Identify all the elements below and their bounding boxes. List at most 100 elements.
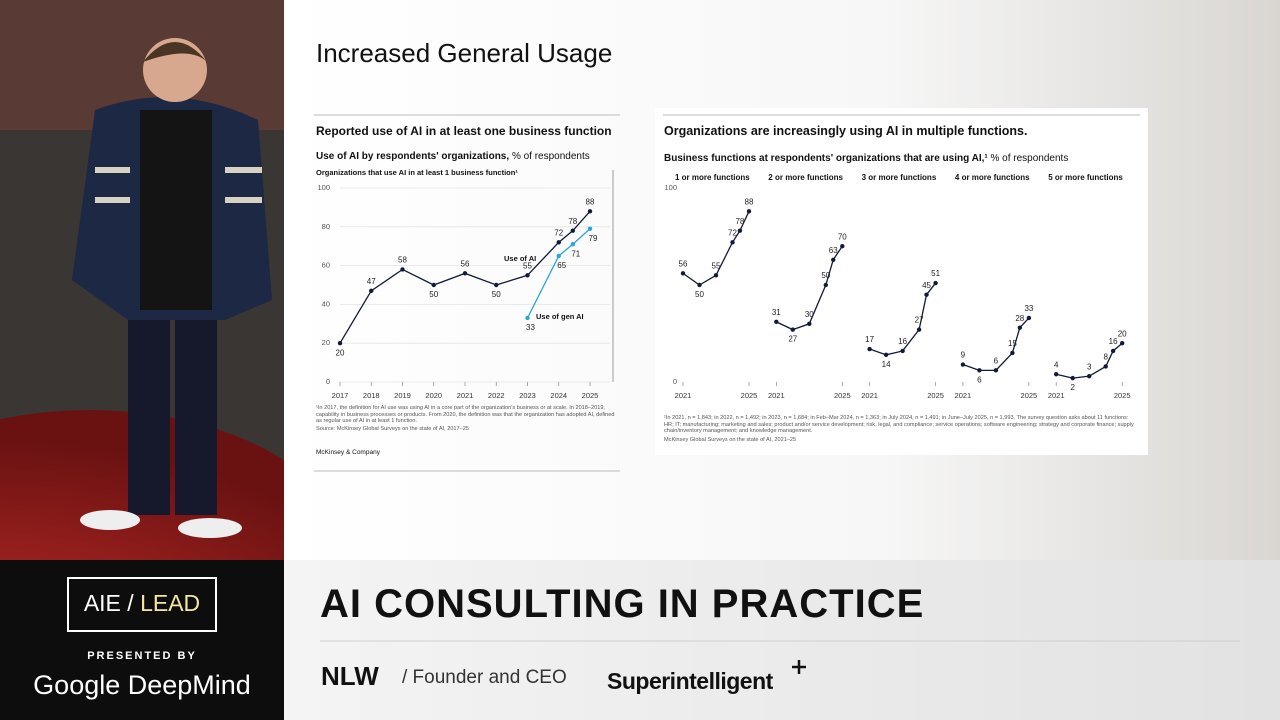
sponsor: Google DeepMind — [33, 670, 251, 700]
data-label: 20 — [1118, 329, 1127, 338]
data-point — [556, 253, 561, 259]
data-label: 27 — [915, 316, 924, 325]
data-label: 65 — [557, 261, 566, 270]
data-point — [900, 348, 905, 354]
x-tick-label: 2019 — [394, 391, 411, 400]
data-label: 58 — [398, 256, 407, 265]
data-label: 33 — [526, 323, 535, 332]
unit: % of respondents — [511, 151, 590, 162]
y-tick-label: 100 — [317, 183, 330, 192]
chart-title: 1 or more functions — [675, 173, 750, 182]
data-point — [1070, 375, 1075, 381]
data-point — [713, 273, 719, 278]
data-label: 50 — [429, 290, 438, 299]
x-tick-label: 2025 — [1114, 391, 1131, 400]
series-line — [962, 317, 1030, 372]
data-point — [1054, 372, 1059, 377]
data-label: 78 — [735, 217, 744, 226]
data-label: 4 — [1054, 360, 1059, 369]
data-label: 31 — [772, 308, 781, 317]
data-point — [730, 240, 735, 245]
data-point — [400, 267, 405, 272]
data-point — [1103, 364, 1108, 369]
lower-third — [284, 560, 1280, 720]
data-label: 79 — [589, 234, 598, 243]
data-point — [867, 346, 872, 352]
data-label: 88 — [745, 197, 754, 206]
x-tick-label: 2022 — [488, 391, 505, 400]
series-label: Use of AI — [504, 254, 536, 263]
chart-title: 5 or more functions — [1048, 173, 1123, 182]
data-label: 55 — [523, 261, 532, 270]
series-line — [526, 228, 591, 319]
x-tick-label: 2021 — [675, 391, 692, 400]
x-tick-label: 2021 — [955, 391, 972, 400]
series-line — [776, 245, 843, 331]
data-point — [697, 282, 702, 288]
x-tick-label: 2025 — [834, 391, 851, 400]
data-label: 55 — [712, 261, 721, 270]
data-point — [924, 292, 929, 297]
talk-title: AI CONSULTING IN PRACTICE — [320, 582, 925, 626]
data-point — [1110, 348, 1116, 354]
data-point — [977, 368, 982, 373]
data-point — [933, 280, 938, 286]
x-tick-label: 2017 — [332, 391, 349, 400]
data-point — [587, 209, 593, 214]
speaker-role: / Founder and CEO — [402, 667, 567, 688]
y-tick-label: 80 — [322, 222, 330, 231]
slide-title: Increased General Usage — [316, 38, 613, 68]
data-label: 2 — [1070, 383, 1075, 392]
data-point — [831, 257, 836, 262]
data-label: 30 — [805, 310, 814, 319]
data-point — [570, 228, 576, 233]
x-tick-label: 2021 — [768, 391, 785, 400]
data-point — [525, 315, 530, 321]
x-tick-label: 2020 — [425, 391, 442, 400]
y-tick-label: 20 — [322, 338, 330, 347]
panel-title: Organizations are increasingly using AI … — [664, 124, 1028, 138]
unit: % of respondents — [990, 153, 1069, 164]
chart-title: Reported use of AI in at least one busin… — [316, 124, 612, 138]
series-line — [682, 211, 750, 286]
data-point — [840, 244, 845, 249]
data-label: 50 — [695, 290, 704, 299]
data-point — [587, 226, 593, 231]
source: McKinsey Global Surveys on the state of … — [664, 437, 797, 443]
data-label: 9 — [961, 351, 966, 360]
x-tick-label: 2023 — [519, 391, 536, 400]
x-tick-label: 2021 — [861, 391, 878, 400]
brand-box — [0, 560, 284, 720]
data-label: 72 — [728, 228, 737, 237]
company: Superintelligent — [607, 668, 773, 694]
data-label: 6 — [977, 375, 982, 384]
x-tick-label: 2025 — [741, 391, 758, 400]
data-point — [746, 209, 752, 214]
axis-title: Organizations that use AI in at least 1 … — [316, 168, 518, 177]
y-tick-label: 0 — [673, 377, 677, 386]
series-label: Use of gen AI — [536, 312, 584, 321]
x-tick-label: 2025 — [1021, 391, 1038, 400]
data-point — [1026, 315, 1032, 321]
data-point — [1120, 341, 1125, 346]
data-label: 71 — [571, 249, 580, 258]
data-label: 14 — [882, 360, 891, 369]
x-tick-label: 2025 — [927, 391, 944, 400]
footnote: ¹In 2021, n = 1,843; in 2022, n = 1,492;… — [664, 415, 1134, 435]
chart-title: 3 or more functions — [862, 173, 937, 182]
data-label: 72 — [554, 228, 563, 237]
presented-by: PRESENTED BY — [87, 650, 197, 662]
data-label: 50 — [492, 290, 501, 299]
data-label: 56 — [679, 259, 688, 268]
subtitle: Business functions at respondents' organ… — [664, 153, 988, 164]
data-point — [916, 327, 922, 332]
data-point — [462, 271, 468, 276]
source: Source: McKinsey Global Surveys on the s… — [316, 426, 469, 432]
data-label: 56 — [461, 259, 470, 268]
data-point — [369, 288, 374, 294]
data-label: 33 — [1024, 304, 1033, 313]
chart-title: 4 or more functions — [955, 173, 1030, 182]
data-point — [790, 327, 795, 332]
data-label: 17 — [865, 335, 874, 344]
data-label: 3 — [1087, 362, 1092, 371]
